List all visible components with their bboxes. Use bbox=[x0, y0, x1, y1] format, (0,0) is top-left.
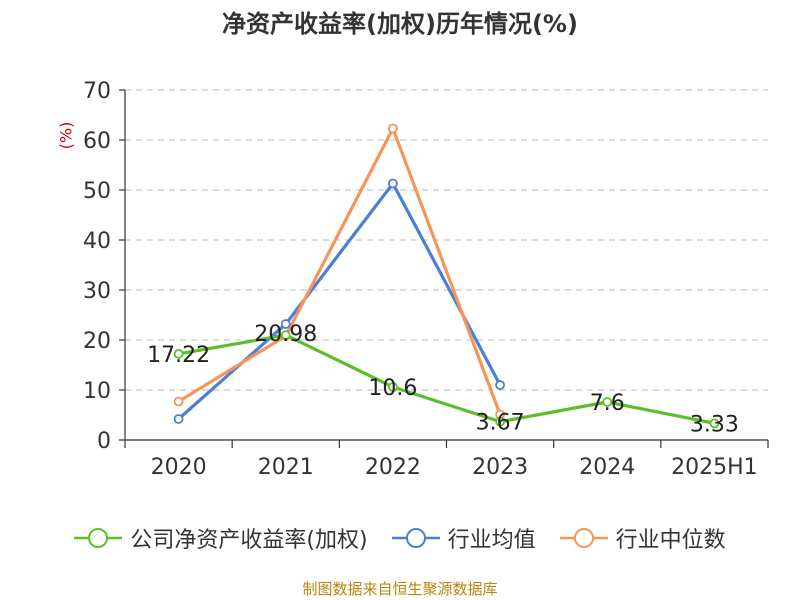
chart-title: 净资产收益率(加权)历年情况(%) bbox=[222, 10, 578, 38]
data-label: 10.6 bbox=[368, 376, 417, 401]
data-labels: 17.22 20.98 10.6 3.67 7.6 3.33 bbox=[147, 322, 739, 437]
series-points bbox=[173, 123, 720, 429]
y-axis: 0 10 20 30 40 50 60 70 bbox=[83, 79, 126, 454]
x-axis: 2020 2021 2022 2023 2024 2025H1 bbox=[124, 439, 769, 480]
data-point bbox=[602, 397, 613, 407]
data-point bbox=[280, 319, 291, 329]
data-label: 7.6 bbox=[590, 391, 625, 416]
data-point bbox=[280, 330, 291, 341]
legend-item[interactable]: 公司净资产收益率(加权) bbox=[74, 522, 368, 554]
y-tick-label: 0 bbox=[97, 429, 111, 454]
data-point bbox=[388, 123, 398, 134]
legend-circle bbox=[88, 528, 109, 548]
x-tick-label: 2021 bbox=[258, 455, 314, 480]
series-line bbox=[177, 126, 502, 416]
legend-label: 行业中位数 bbox=[615, 528, 726, 553]
data-label: 17.22 bbox=[147, 343, 210, 368]
data-point bbox=[709, 418, 720, 429]
source-footer: 制图数据来自恒生聚源数据库 bbox=[302, 580, 498, 598]
data-label: 3.33 bbox=[690, 412, 739, 437]
data-point bbox=[173, 348, 184, 359]
x-tick-label: 2025H1 bbox=[671, 455, 758, 480]
y-tick-label: 60 bbox=[83, 129, 111, 154]
y-tick-label: 20 bbox=[83, 329, 111, 354]
y-tick-label: 10 bbox=[83, 379, 111, 404]
legend-marker-icon bbox=[391, 528, 440, 548]
x-tick-label: 2020 bbox=[151, 455, 207, 480]
legend-label: 公司净资产收益率(加权) bbox=[130, 528, 368, 553]
data-point bbox=[173, 414, 184, 424]
y-tick-label: 50 bbox=[83, 179, 111, 204]
legend-marker-icon bbox=[74, 528, 123, 548]
legend-item[interactable]: 行业中位数 bbox=[559, 522, 726, 554]
data-label: 3.67 bbox=[476, 411, 525, 436]
y-tick-label: 30 bbox=[83, 279, 111, 304]
x-tick-label: 2023 bbox=[472, 455, 528, 480]
legend-circle bbox=[573, 528, 594, 548]
y-tick-label: 40 bbox=[83, 229, 111, 254]
legend-marker-icon bbox=[559, 528, 608, 548]
data-point bbox=[495, 416, 505, 427]
grid-lines bbox=[125, 89, 768, 391]
series-line bbox=[178, 333, 715, 425]
x-tick-label: 2024 bbox=[579, 455, 635, 480]
legend-circle bbox=[405, 528, 426, 548]
data-point bbox=[388, 382, 398, 392]
y-tick-label: 70 bbox=[83, 79, 111, 104]
data-label: 20.98 bbox=[254, 322, 317, 347]
legend-item[interactable]: 行业均值 bbox=[391, 522, 536, 554]
data-point bbox=[495, 380, 505, 390]
legend-label: 行业均值 bbox=[447, 528, 536, 553]
data-point bbox=[173, 396, 184, 407]
x-tick-label: 2022 bbox=[365, 455, 421, 480]
legend: 公司净资产收益率(加权) 行业均值 行业中位数 bbox=[0, 520, 800, 556]
series-line bbox=[177, 181, 502, 421]
data-point bbox=[388, 178, 398, 189]
series-lines bbox=[177, 126, 715, 425]
